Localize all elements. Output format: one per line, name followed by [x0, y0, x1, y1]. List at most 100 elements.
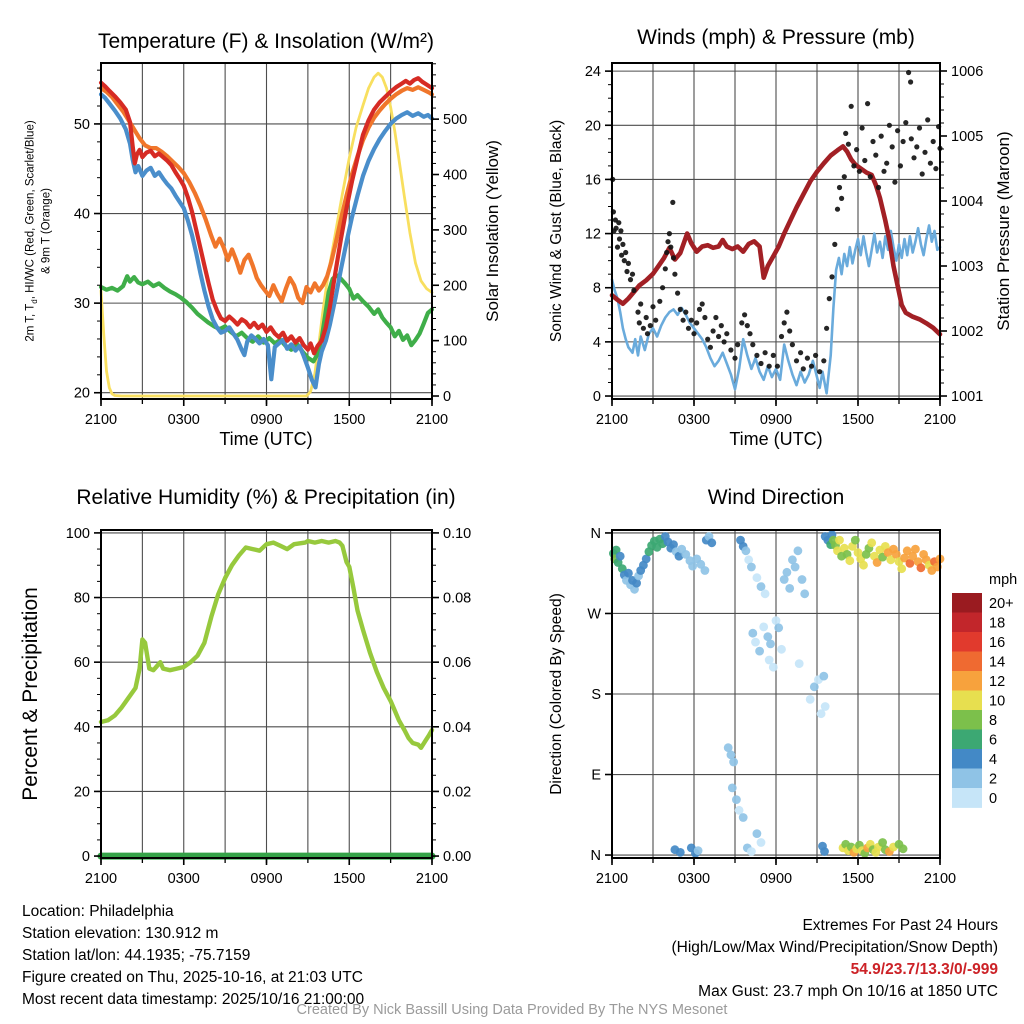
tick-label: 0900: [760, 412, 792, 428]
tick-label: 100: [66, 526, 90, 542]
tick-label: 2100: [924, 871, 956, 887]
tick-label: 2100: [596, 412, 628, 428]
heat-index-wind-chill: [98, 92, 435, 390]
wind-direction-dots: [609, 530, 945, 858]
tick-label: 60: [74, 655, 90, 671]
winds-x-axis-label: Time (UTC): [729, 429, 823, 449]
tick-label: 0900: [250, 871, 282, 887]
temp-insolation-chart: 2100 0300 0900 1500 210020304050010020030040…: [74, 62, 467, 428]
tick-label: 0900: [760, 871, 792, 887]
tick-label: 12: [989, 674, 1005, 690]
legend-swatch: [952, 729, 982, 750]
winds-pressure-chart: 2100 0300 0900 1500 2100 0 4 8 12 16 20 24 1001 1002 1…: [585, 62, 983, 428]
tick-label: E: [591, 768, 601, 784]
wind-gust: [610, 69, 943, 375]
temp-9m: [98, 85, 435, 306]
footer-location: Location: Philadelphia: [22, 903, 174, 920]
extremes-values: 54.9/23.7/13.3/0/-999: [850, 961, 998, 978]
humidity-precip-chart: 2100 0300 0900 1500 2100 0 20 40 60 80 100 0.00 0.02…: [66, 526, 471, 887]
tick-label: 0.02: [443, 784, 471, 800]
tick-label: 20: [74, 784, 90, 800]
tick-label: 4: [989, 752, 997, 768]
extremes-heading: Extremes For Past 24 Hours: [802, 917, 998, 934]
extremes-subheading: (High/Low/Max Wind/Precipitation/Snow De…: [671, 939, 999, 956]
credit-line: Created By Nick Bassill Using Data Provi…: [296, 1002, 728, 1018]
legend-swatch: [952, 768, 982, 789]
tick-label: 40: [74, 720, 90, 736]
tick-label: 30: [74, 296, 90, 312]
legend-swatch: [952, 651, 982, 672]
solar-insolation: [99, 71, 434, 398]
legend-swatch: [952, 612, 982, 633]
tick-label: W: [587, 606, 601, 622]
tick-label: 2: [989, 771, 997, 787]
legend-swatch: [952, 593, 982, 613]
tick-label: 18: [989, 615, 1005, 631]
insolation-y-axis-label: Solar Insolation (Yellow): [483, 140, 502, 322]
tick-label: 0900: [250, 412, 282, 428]
tick-label: 24: [585, 64, 601, 80]
tick-label: 1003: [951, 259, 983, 275]
tick-label: 400: [443, 168, 467, 184]
tick-label: 6: [989, 732, 997, 748]
legend-swatch: [952, 632, 982, 652]
footer-timestamp: Most recent data timestamp: 2025/10/16 2…: [22, 991, 365, 1008]
tick-label: 1500: [333, 412, 365, 428]
speed-color-legend: mph 20+ 18 16 14 12 10 8 6 4 2 0: [952, 572, 1017, 808]
tick-label: 0.08: [443, 591, 471, 607]
tick-label: 200: [443, 278, 467, 294]
tick-label: 2100: [596, 871, 628, 887]
tick-label: 12: [585, 227, 601, 243]
tick-label: 0.04: [443, 720, 471, 736]
tick-label: 0300: [168, 412, 200, 428]
humidity-y-axis-label: Percent & Precipitation: [19, 587, 42, 801]
tick-label: 2100: [85, 412, 117, 428]
tick-label: 2100: [85, 871, 117, 887]
footer-created: Figure created on Thu, 2025-10-16, at 21…: [22, 969, 363, 986]
tick-label: 0300: [678, 871, 710, 887]
tick-label: mph: [989, 572, 1017, 588]
tick-label: 50: [74, 117, 90, 133]
tick-label: 16: [585, 172, 601, 188]
temp-x-axis-label: Time (UTC): [219, 429, 313, 449]
tick-label: 20: [74, 386, 90, 402]
tick-label: 20: [585, 118, 601, 134]
tick-label: N: [591, 848, 601, 864]
tick-label: 10: [989, 693, 1005, 709]
tick-label: 1500: [842, 412, 874, 428]
legend-swatch: [952, 671, 982, 691]
tick-label: N: [591, 526, 601, 542]
sonic-wind: [610, 224, 942, 395]
tick-label: 0300: [678, 412, 710, 428]
tick-label: 1004: [951, 194, 983, 210]
wind-direction-chart-title: Wind Direction: [707, 486, 845, 509]
legend-swatch: [952, 749, 982, 769]
temp-chart-title: Temperature (F) & Insolation (W/m²): [97, 30, 435, 53]
tick-label: 40: [74, 207, 90, 223]
tick-label: 4: [593, 335, 601, 351]
tick-label: 1002: [951, 324, 983, 340]
tick-label: 0: [443, 389, 451, 405]
tick-label: 8: [593, 281, 601, 297]
max-gust-text: Max Gust: 23.7 mph On 10/16 at 1850 UTC: [698, 983, 998, 1000]
tick-label: 16: [989, 635, 1005, 651]
pressure-y-axis-label: Station Pressure (Maroon): [994, 131, 1013, 331]
tick-label: 300: [443, 223, 467, 239]
tick-label: 2100: [416, 412, 448, 428]
tick-label: 0: [593, 389, 601, 405]
tick-label: 0.10: [443, 526, 471, 542]
wind-direction-chart: 2100 0300 0900 1500 2100 N W S E N: [587, 526, 956, 887]
tick-label: 20+: [989, 596, 1014, 612]
winds-chart-title: Winds (mph) & Pressure (mb): [637, 26, 915, 49]
tick-label: 1500: [333, 871, 365, 887]
temp-y-axis-label: 2m T, Td, HI/WC (Red, Green, Scarlet/Blu…: [24, 120, 53, 342]
tick-label: 1001: [951, 389, 983, 405]
tick-label: S: [591, 687, 601, 703]
footer-elevation: Station elevation: 130.912 m: [22, 925, 219, 942]
relative-humidity: [98, 538, 435, 750]
footer-latlon: Station lat/lon: 44.1935; -75.7159: [22, 947, 251, 964]
tick-label: 0300: [168, 871, 200, 887]
direction-y-axis-label: Direction (Colored By Speed): [548, 593, 565, 795]
tick-label: 1006: [951, 64, 983, 80]
